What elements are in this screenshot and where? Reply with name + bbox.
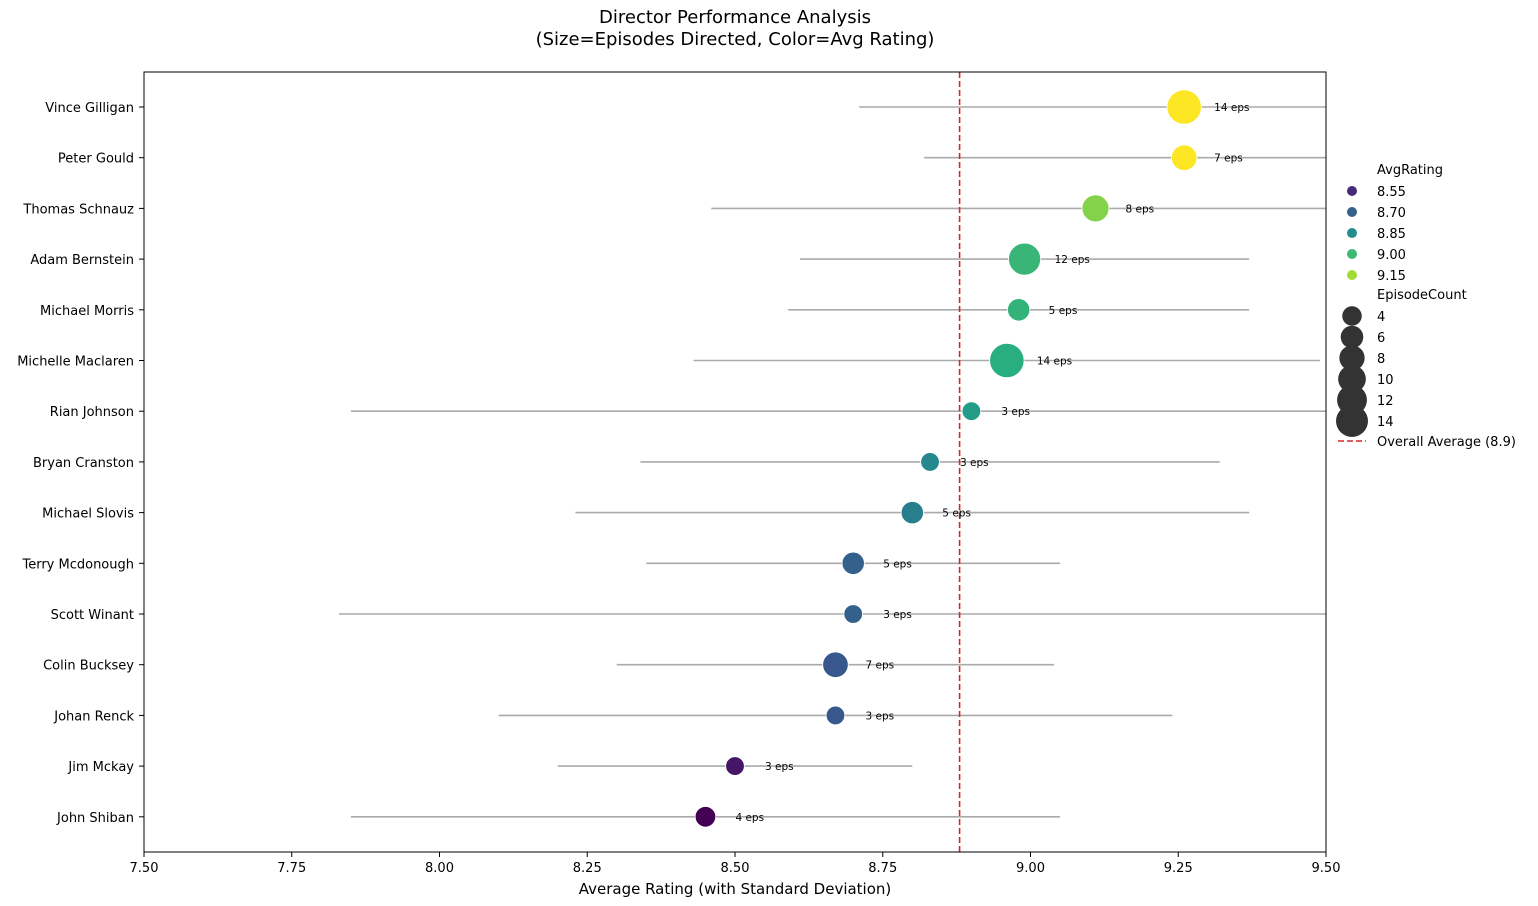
legend-color-title: AvgRating [1377,163,1443,178]
plot-inner: 14 eps 7 eps 8 eps 12 eps 5 eps 14 eps 3 eps 3 … [339,72,1326,852]
legend-color-marker [1347,207,1357,217]
y-tick-label: Peter Gould [58,152,134,167]
legend-size-title: EpisodeCount [1377,288,1467,303]
y-tick-label: Colin Bucksey [43,659,134,674]
x-tick-label: 8.50 [721,861,750,876]
y-tick-label: Michelle Maclaren [17,355,134,370]
legend-size-label: 8 [1377,352,1385,367]
x-tick-label: 9.25 [1164,861,1193,876]
y-tick-label: Jim Mckay [67,760,134,775]
legend-size-marker [1339,345,1365,371]
y-tick-label: Michael Morris [40,304,134,319]
legend-color-marker [1347,186,1357,196]
episode-count-label: 5 eps [883,558,912,570]
data-point [1008,242,1042,276]
chart-title: Director Performance Analysis [599,7,871,28]
episode-count-label: 5 eps [942,508,971,520]
y-tick-label: Johan Renck [53,709,134,724]
episode-count-label: 3 eps [765,761,794,773]
plot-area: 14 eps 7 eps 8 eps 12 eps 5 eps 14 eps 3 eps 3 … [17,71,1341,876]
legend: AvgRating 8.55 8.70 8.85 9.00 9.15 EpisodeCoun… [1336,163,1516,450]
x-tick-label: 8.25 [573,861,602,876]
episode-count-label: 5 eps [1049,305,1078,317]
legend-size-label: 4 [1377,310,1385,325]
episode-count-label: 3 eps [1001,406,1030,418]
data-point [1081,194,1110,223]
data-point [900,501,924,525]
y-tick-label: Adam Bernstein [30,253,134,268]
y-tick-label: John Shiban [56,811,134,826]
legend-color-label: 9.00 [1377,248,1406,263]
data-point [1166,89,1202,125]
data-point [843,604,863,624]
legend-size-marker [1336,405,1368,437]
legend-color-marker [1347,228,1357,238]
episode-count-label: 14 eps [1214,102,1249,114]
episode-count-label: 12 eps [1055,254,1090,266]
legend-size-label: 6 [1377,331,1385,346]
x-tick-label: 8.75 [868,861,897,876]
legend-color-label: 9.15 [1377,269,1406,284]
episode-count-label: 3 eps [960,457,989,469]
episode-count-label: 7 eps [1214,153,1243,165]
legend-color-marker [1347,270,1357,280]
x-tick-label: 7.50 [130,861,159,876]
legend-size-label: 12 [1377,394,1394,409]
y-tick-label: Bryan Cranston [33,456,134,471]
y-tick-label: Scott Winant [51,608,134,623]
x-axis-label: Average Rating (with Standard Deviation) [579,880,892,898]
y-tick-label: Michael Slovis [42,507,134,522]
x-tick-label: 9.50 [1312,861,1341,876]
legend-size-label: 10 [1377,373,1394,388]
legend-average-label: Overall Average (8.9) [1377,435,1516,450]
data-point [822,651,849,678]
data-point [825,705,846,726]
chart-subtitle: (Size=Episodes Directed, Color=Avg Ratin… [536,29,935,50]
legend-color-marker [1347,249,1357,259]
legend-size-marker [1342,306,1362,326]
data-point [920,452,940,472]
y-tick-label: Vince Gilligan [45,101,134,116]
legend-color-label: 8.85 [1377,227,1406,242]
data-point [694,806,717,828]
x-tick-label: 8.00 [425,861,454,876]
episode-count-label: 4 eps [735,812,764,824]
data-point [989,342,1025,379]
x-tick-label: 9.00 [1016,861,1045,876]
legend-color-label: 8.55 [1377,185,1406,200]
episode-count-label: 3 eps [865,710,894,722]
episode-count-label: 3 eps [883,609,912,621]
y-tick-label: Thomas Schnauz [22,202,134,217]
episode-count-label: 7 eps [865,660,894,672]
y-tick-label: Rian Johnson [50,405,134,420]
legend-color-label: 8.70 [1377,206,1406,221]
data-point [1170,144,1198,171]
legend-size-label: 14 [1377,415,1394,430]
data-point [725,756,745,776]
data-point [1007,298,1031,322]
episode-count-label: 14 eps [1037,356,1072,368]
legend-size-marker [1340,325,1364,349]
y-tick-label: Terry Mcdonough [21,557,134,572]
episode-count-label: 8 eps [1126,203,1155,215]
data-point [961,401,982,421]
legend-size-marker [1338,365,1366,393]
data-point [841,551,865,575]
x-tick-label: 7.75 [277,861,306,876]
